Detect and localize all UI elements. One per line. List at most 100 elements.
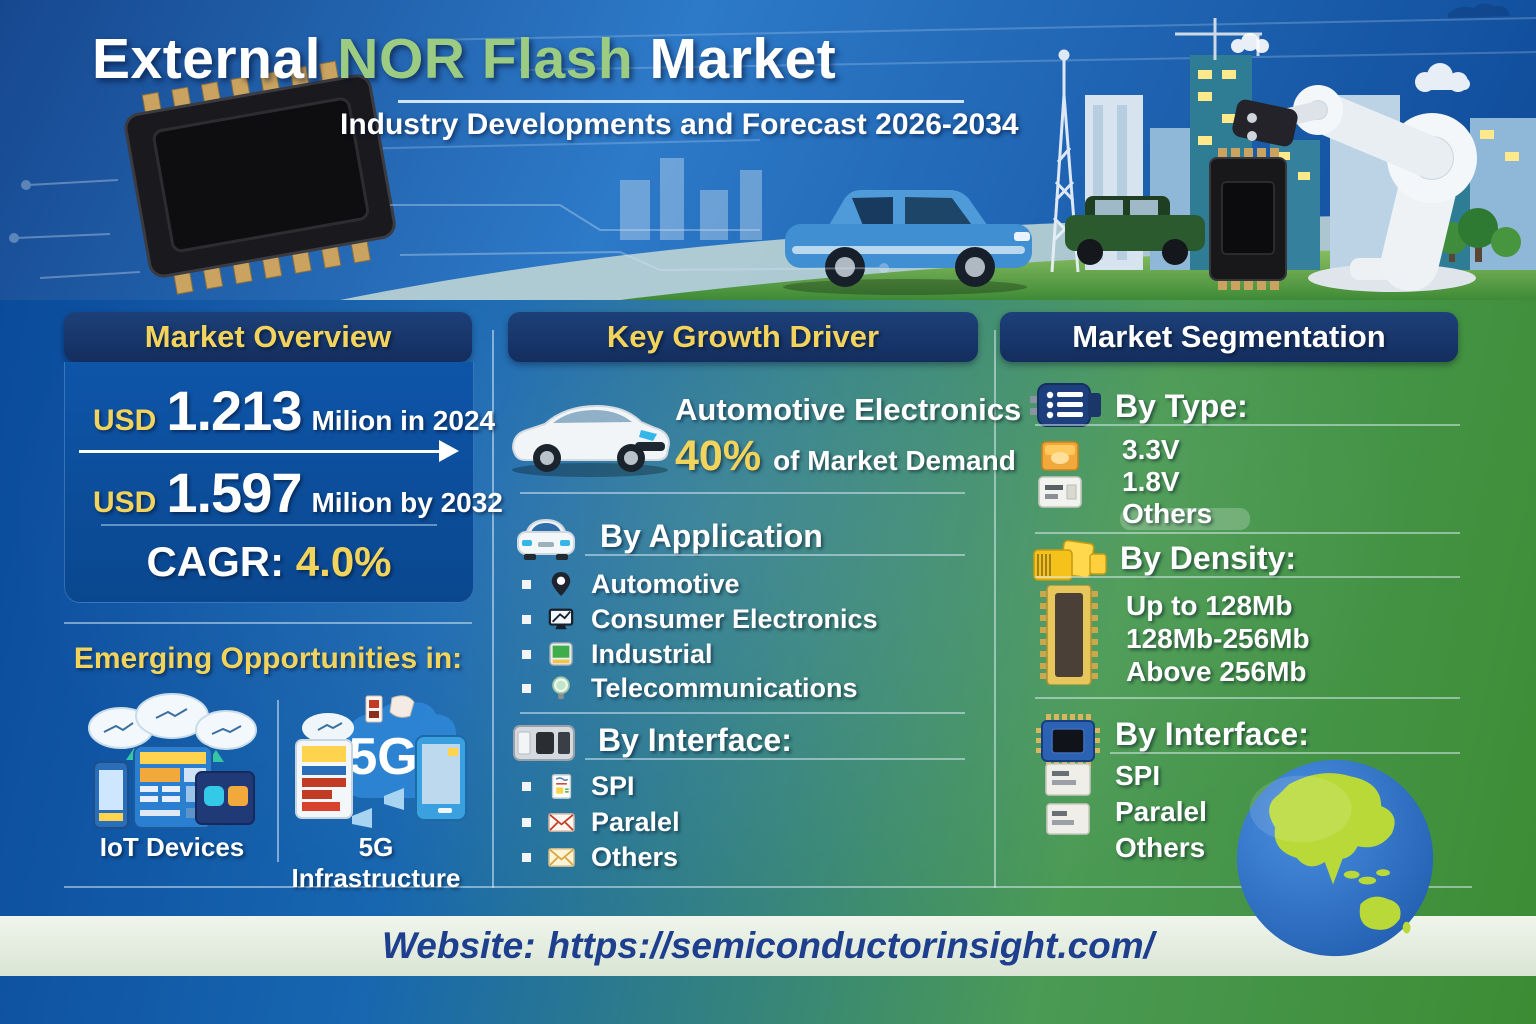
bulb-icon <box>546 673 576 703</box>
mid-interface-item-label: Others <box>591 841 679 872</box>
application-item-label: Industrial <box>591 638 713 669</box>
envelope-red-icon <box>546 807 576 837</box>
key-growth-header: Key Growth Driver <box>508 312 978 362</box>
dark-cloud <box>1448 3 1510 18</box>
bottom-rule <box>64 886 1472 888</box>
type-item-33v: 3.3V <box>1122 434 1180 465</box>
cagr-label: CAGR: <box>146 538 285 585</box>
banner-art <box>9 3 1536 300</box>
cloud-icon <box>1231 33 1470 92</box>
seg-divider-1 <box>1035 532 1460 534</box>
market-overview-panel: USD 1.213 Milion in 2024 USD 1.597 Milio… <box>64 362 503 603</box>
bullet-square <box>522 579 531 589</box>
bullet-square <box>522 852 531 862</box>
robot-arm <box>1232 85 1477 292</box>
fiveg-badge: 5G <box>348 728 417 786</box>
mid-divider-2 <box>520 712 965 714</box>
mid-by-interface-underline <box>585 758 965 760</box>
value-2032-suffix: Milion by 2032 <box>311 487 503 518</box>
value-2032: 1.597 <box>166 461 302 524</box>
driver-percent: 40% <box>675 432 762 480</box>
faint-skyline <box>620 158 762 240</box>
module-white-icon <box>1045 763 1091 796</box>
value-2024: 1.213 <box>166 379 302 442</box>
column-divider-right <box>994 330 996 888</box>
fiveg-infrastructure-illustration: 5G <box>295 695 467 828</box>
value-2024-suffix: Milion in 2024 <box>311 405 496 436</box>
highlight-pill <box>1120 508 1250 530</box>
title-underline <box>398 100 964 103</box>
application-item-label: Automotive <box>591 568 740 599</box>
by-type-underline <box>1035 424 1460 426</box>
connector-yellow-icon <box>1033 539 1107 581</box>
application-item-telecom: Telecommunications <box>522 672 972 704</box>
title-part1: External <box>92 27 321 91</box>
by-density-title: By Density: <box>1120 540 1297 576</box>
map-pin-icon <box>546 569 576 599</box>
bullet-square <box>522 817 531 827</box>
by-density-underline <box>1035 576 1460 578</box>
density-item-3: Above 256Mb <box>1126 656 1307 687</box>
document-icon <box>546 771 576 801</box>
nor-flash-chip-icon <box>124 60 396 295</box>
green-car <box>1065 196 1205 265</box>
application-item-consumer: Consumer Electronics <box>522 603 972 635</box>
driver-name: Automotive Electronics <box>675 392 1022 427</box>
panel-divider <box>101 524 437 526</box>
bullet-square <box>522 614 531 624</box>
density-item-2: 128Mb-256Mb <box>1126 623 1310 654</box>
website-url[interactable]: https://semiconductorinsight.com/ <box>547 925 1154 966</box>
module-white-icon <box>1038 476 1082 508</box>
mid-by-interface-title: By Interface: <box>598 722 792 758</box>
blue-car <box>783 190 1032 295</box>
page-title: External NOR Flash Market <box>92 26 836 92</box>
monitor-sketch-icon <box>546 604 576 634</box>
seg-by-interface-title: By Interface: <box>1115 716 1309 752</box>
fiveg-caption: 5G Infrastructure <box>291 832 461 893</box>
chip-blue-icon <box>1036 714 1100 768</box>
market-value-2024: USD 1.213 Milion in 2024 <box>93 378 495 443</box>
mid-interface-item-label: SPI <box>591 770 635 801</box>
mid-interface-item-paralel: Paralel <box>522 806 972 838</box>
banner: External NOR Flash Market Industry Devel… <box>0 0 1536 300</box>
mid-interface-item-spi: SPI <box>522 770 972 802</box>
globe-icon <box>1232 755 1438 961</box>
bullet-square <box>522 683 531 693</box>
driver-stat: 40% of Market Demand <box>675 432 1016 481</box>
seg-interface-others: Others <box>1115 832 1206 863</box>
mid-interface-item-label: Paralel <box>591 806 680 837</box>
subtitle: Industry Developments and Forecast 2026-… <box>340 108 1019 141</box>
type-item-others: Others <box>1122 498 1213 529</box>
cagr-value: 4.0% <box>295 538 392 585</box>
application-item-label: Telecommunications <box>591 672 858 703</box>
by-type-title: By Type: <box>1115 388 1248 424</box>
currency-label: USD <box>93 404 157 437</box>
seg-interface-paralel: Paralel <box>1115 796 1207 827</box>
website-label: Website: <box>382 925 536 966</box>
application-item-label: Consumer Electronics <box>591 603 878 634</box>
left-divider <box>64 622 472 624</box>
by-application-underline <box>585 554 965 556</box>
seg-by-interface-underline <box>1110 752 1460 754</box>
currency-label: USD <box>93 486 157 519</box>
emerging-divider <box>277 700 279 862</box>
application-item-automotive: Automotive <box>522 568 972 600</box>
iot-devices-caption: IoT Devices <box>99 832 245 862</box>
emerging-title: Emerging Opportunities in: <box>73 642 463 675</box>
standing-chip-icon <box>1209 148 1287 290</box>
application-item-industrial: Industrial <box>522 638 972 670</box>
density-item-1: Up to 128Mb <box>1126 590 1293 621</box>
bullet-square <box>522 649 531 659</box>
circuit-traces <box>9 179 889 279</box>
type-item-18v: 1.8V <box>1122 466 1180 497</box>
module-white-icon <box>1046 803 1090 835</box>
connector-blue-icon <box>1030 383 1101 427</box>
title-part2: NOR Flash <box>337 27 634 91</box>
title-part3: Market <box>649 27 837 91</box>
seg-divider-2 <box>1035 697 1460 699</box>
mid-divider-1 <box>520 492 965 494</box>
bullet-square <box>522 781 531 791</box>
iot-devices-illustration <box>88 693 257 829</box>
orange-box-icon <box>1041 441 1079 471</box>
